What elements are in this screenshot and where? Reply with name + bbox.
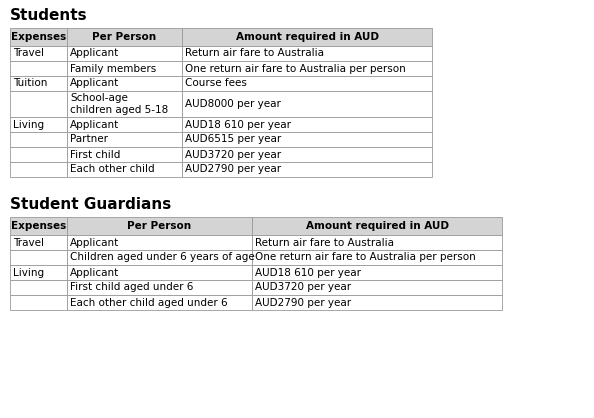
Text: Expenses: Expenses [11, 221, 66, 231]
Bar [10, 235, 67, 250]
Text: Applicant: Applicant [70, 120, 119, 130]
Bar [10, 250, 67, 265]
Text: Return air fare to Australia: Return air fare to Australia [255, 237, 394, 247]
Bar [67, 147, 182, 162]
Text: Family members: Family members [70, 64, 156, 74]
Text: Course fees: Course fees [185, 79, 247, 89]
Text: Living: Living [13, 120, 44, 130]
Text: Per Person: Per Person [128, 221, 191, 231]
Bar [67, 235, 252, 250]
Bar [182, 117, 432, 132]
Text: Children aged under 6 years of age: Children aged under 6 years of age [70, 252, 255, 263]
Text: Student Guardians: Student Guardians [10, 197, 171, 212]
Text: First child: First child [70, 150, 121, 160]
Bar [67, 76, 182, 91]
Text: AUD18 610 per year: AUD18 610 per year [185, 120, 291, 130]
Text: Amount required in AUD: Amount required in AUD [235, 32, 378, 42]
Text: School-age
children aged 5-18: School-age children aged 5-18 [70, 93, 168, 115]
Bar [67, 265, 252, 280]
Bar [182, 162, 432, 177]
Bar [67, 46, 182, 61]
Text: First child aged under 6: First child aged under 6 [70, 283, 194, 293]
Text: AUD2790 per year: AUD2790 per year [185, 165, 281, 174]
Bar [67, 280, 252, 295]
Bar [182, 76, 432, 91]
Text: AUD2790 per year: AUD2790 per year [255, 298, 351, 308]
Bar [67, 117, 182, 132]
Text: AUD3720 per year: AUD3720 per year [185, 150, 281, 160]
Bar [10, 28, 67, 46]
Bar [252, 235, 502, 250]
Bar [10, 91, 67, 117]
Bar [10, 117, 67, 132]
Bar [10, 162, 67, 177]
Text: Each other child: Each other child [70, 165, 154, 174]
Text: One return air fare to Australia per person: One return air fare to Australia per per… [255, 252, 476, 263]
Bar [10, 147, 67, 162]
Text: One return air fare to Australia per person: One return air fare to Australia per per… [185, 64, 406, 74]
Bar [182, 28, 432, 46]
Text: Amount required in AUD: Amount required in AUD [305, 221, 448, 231]
Bar [182, 91, 432, 117]
Bar [10, 280, 67, 295]
Bar [10, 61, 67, 76]
Text: Return air fare to Australia: Return air fare to Australia [185, 48, 324, 59]
Text: AUD6515 per year: AUD6515 per year [185, 135, 281, 145]
Text: Applicant: Applicant [70, 48, 119, 59]
Bar [10, 265, 67, 280]
Text: Tuition: Tuition [13, 79, 48, 89]
Bar [67, 217, 252, 235]
Bar [67, 28, 182, 46]
Text: Per Person: Per Person [93, 32, 157, 42]
Bar [252, 280, 502, 295]
Bar [10, 295, 67, 310]
Bar [67, 250, 252, 265]
Text: Applicant: Applicant [70, 268, 119, 278]
Bar [182, 61, 432, 76]
Text: Living: Living [13, 268, 44, 278]
Text: Travel: Travel [13, 237, 44, 247]
Bar [67, 295, 252, 310]
Text: Applicant: Applicant [70, 237, 119, 247]
Bar [252, 295, 502, 310]
Bar [67, 162, 182, 177]
Bar [252, 265, 502, 280]
Bar [182, 46, 432, 61]
Bar [10, 46, 67, 61]
Bar [10, 76, 67, 91]
Bar [67, 91, 182, 117]
Bar [182, 147, 432, 162]
Text: Expenses: Expenses [11, 32, 66, 42]
Bar [67, 132, 182, 147]
Text: Applicant: Applicant [70, 79, 119, 89]
Text: AUD8000 per year: AUD8000 per year [185, 99, 281, 109]
Bar [10, 217, 67, 235]
Bar [67, 61, 182, 76]
Bar [252, 217, 502, 235]
Bar [252, 250, 502, 265]
Text: AUD18 610 per year: AUD18 610 per year [255, 268, 361, 278]
Text: Students: Students [10, 8, 88, 23]
Bar [10, 132, 67, 147]
Text: Partner: Partner [70, 135, 108, 145]
Text: AUD3720 per year: AUD3720 per year [255, 283, 351, 293]
Text: Each other child aged under 6: Each other child aged under 6 [70, 298, 228, 308]
Text: Travel: Travel [13, 48, 44, 59]
Bar [182, 132, 432, 147]
